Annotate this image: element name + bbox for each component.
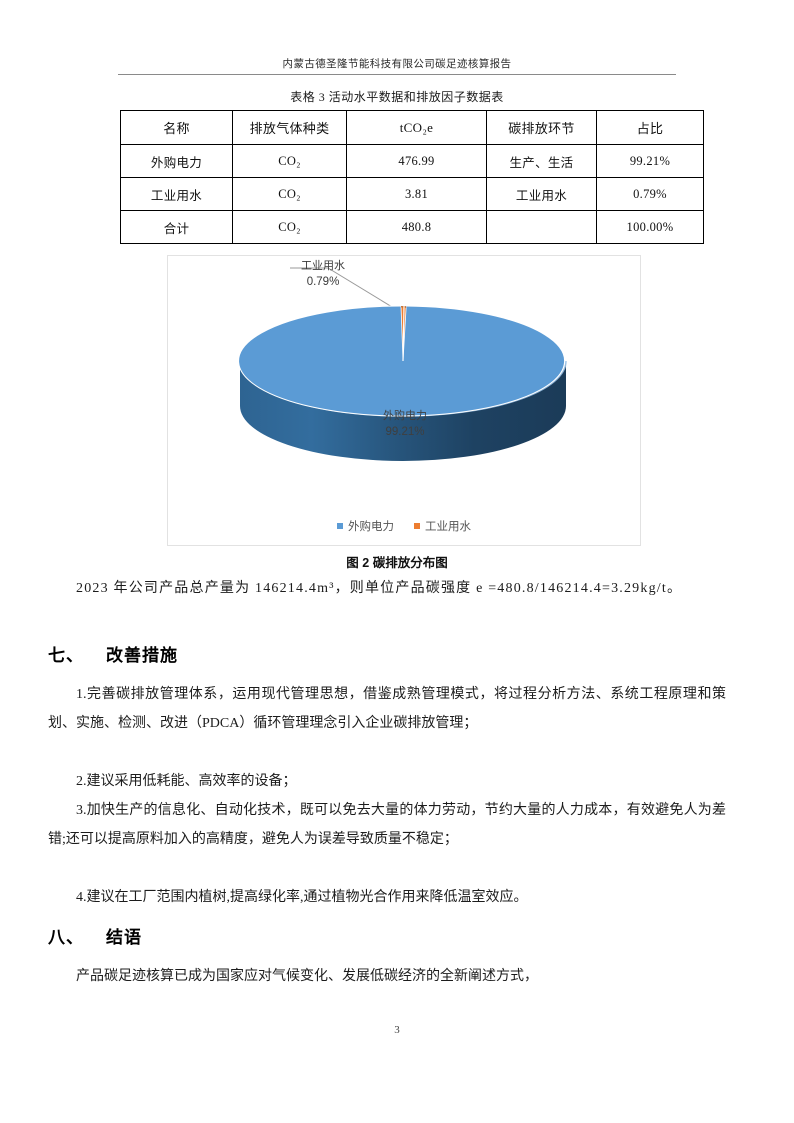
table-header-cell-name: 名称 (120, 110, 233, 145)
table-header-row: 名称 排放气体种类 tCO₂e 碳排放环节 占比 (120, 110, 704, 145)
legend-item-gongyeyongshui[interactable]: 工业用水 (414, 518, 471, 534)
legend-swatch-icon (337, 523, 343, 529)
table-header-cell-tco2e: tCO₂e (346, 110, 487, 145)
cell-name: 外购电力 (120, 144, 233, 178)
section-number: 八、 (48, 928, 84, 947)
legend-label: 外购电力 (348, 521, 394, 533)
callout-category-name: 工业用水 (301, 260, 345, 272)
callout-percent-value: 0.79% (306, 276, 340, 288)
pie-inside-label: 外购电力 99.21% (352, 408, 458, 440)
slice-category-name: 外购电力 (383, 410, 427, 422)
cell-gas: CO₂ (232, 144, 347, 178)
carbon-emission-pie-chart (167, 255, 641, 546)
running-header: 内蒙古德圣隆节能科技有限公司碳足迹核算报告 (282, 59, 512, 70)
table-header-cell-gas: 排放气体种类 (232, 110, 347, 145)
header-rule (118, 74, 676, 75)
legend-label: 工业用水 (425, 521, 471, 533)
cell-gas: CO₂ (232, 210, 347, 244)
table-row: 合计 CO₂ 480.8 100.00% (120, 210, 704, 244)
cell-tco2e: 476.99 (346, 144, 487, 178)
cell-gas: CO₂ (232, 177, 347, 211)
section-heading-8: 八、 结语 (48, 923, 726, 948)
callout-leader-line (290, 267, 403, 314)
measure-item-3: 3.加快生产的信息化、自动化技术，既可以免去大量的体力劳动，节约大量的人力成本，… (48, 803, 726, 847)
figure-caption: 图 2 碳排放分布图 (346, 556, 448, 570)
conclusion-paragraph: 产品碳足迹核算已成为国家应对气候变化、发展低碳经济的全新阐述方式， (76, 969, 538, 984)
page-number: 3 (394, 1024, 400, 1036)
section-title: 结语 (106, 928, 142, 947)
cell-name: 合计 (120, 210, 233, 244)
chart-legend: 外购电力 工业用水 (167, 518, 641, 534)
cell-share: 100.00% (596, 210, 704, 244)
table-row: 外购电力 CO₂ 476.99 生产、生活 99.21% (120, 144, 704, 178)
section-number: 七、 (48, 646, 84, 665)
table-header-cell-stage: 碳排放环节 (486, 110, 597, 145)
paragraph-carbon-intensity: 2023 年公司产品总产量为 146214.4m³，则单位产品碳强度 e =48… (76, 581, 683, 596)
cell-name: 工业用水 (120, 177, 233, 211)
cell-tco2e: 480.8 (346, 210, 487, 244)
cell-share: 0.79% (596, 177, 704, 211)
activity-data-table: 名称 排放气体种类 tCO₂e 碳排放环节 占比 外购电力 CO₂ 476.99… (120, 110, 704, 244)
pie-chart-svg (238, 267, 567, 461)
cell-tco2e: 3.81 (346, 177, 487, 211)
pie-callout-label: 工业用水 0.79% (275, 258, 371, 290)
measure-item-1: 1.完善碳排放管理体系，运用现代管理思想，借鉴成熟管理模式，将过程分析方法、系统… (48, 687, 726, 731)
cell-stage: 生产、生活 (486, 144, 597, 178)
table-caption: 表格 3 活动水平数据和排放因子数据表 (290, 90, 504, 104)
pie-slice-waigoudianli (238, 305, 566, 417)
legend-swatch-icon (414, 523, 420, 529)
cell-stage: 工业用水 (486, 177, 597, 211)
cell-share: 99.21% (596, 144, 704, 178)
slice-percent-value: 99.21% (385, 426, 425, 438)
pie-side-wall-blue (240, 361, 566, 461)
table-row: 工业用水 CO₂ 3.81 工业用水 0.79% (120, 177, 704, 211)
measure-item-4: 4.建议在工厂范围内植树,提高绿化率,通过植物光合作用来降低温室效应。 (76, 890, 528, 905)
legend-item-waigoudianli[interactable]: 外购电力 (337, 518, 394, 534)
measure-item-2: 2.建议采用低耗能、高效率的设备； (76, 774, 297, 789)
section-heading-7: 七、 改善措施 (48, 641, 726, 666)
table-header-cell-share: 占比 (596, 110, 704, 145)
cell-stage (486, 210, 597, 244)
section-title: 改善措施 (106, 646, 178, 665)
pie-slice-separator (402, 306, 405, 362)
